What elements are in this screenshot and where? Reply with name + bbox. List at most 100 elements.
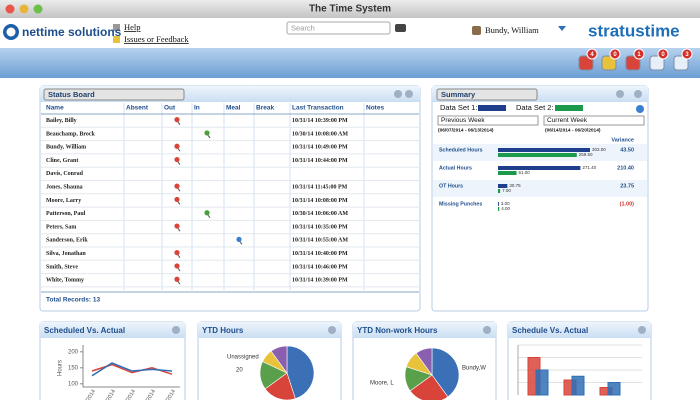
badge bbox=[609, 48, 621, 60]
total-records: Total Records: 13 bbox=[46, 297, 100, 304]
user-icon bbox=[472, 26, 481, 35]
binoculars-icon[interactable] bbox=[395, 24, 406, 32]
summary-row-bg bbox=[433, 180, 647, 197]
badge-count: 3 bbox=[685, 52, 689, 58]
period1-select[interactable] bbox=[437, 115, 539, 126]
summary-bar bbox=[498, 166, 581, 170]
data-set-2-swatch bbox=[555, 105, 583, 111]
employee-name: Beauchamp, Brock bbox=[46, 131, 96, 137]
widget-tool[interactable] bbox=[172, 326, 180, 334]
y-tick-label: 200 bbox=[68, 349, 79, 355]
pie-slice bbox=[270, 345, 288, 374]
employee-name: Jones, Shauna bbox=[46, 185, 83, 191]
logo-clock bbox=[6, 27, 16, 37]
widget-title: Schedule Vs. Actual bbox=[512, 326, 588, 335]
variance-header: Variance bbox=[611, 137, 634, 143]
pie-label: 20 bbox=[236, 368, 243, 374]
summary-bar-label: 7.00 bbox=[502, 188, 511, 193]
last-transaction: 10/31/14 10:55:00 AM bbox=[292, 238, 348, 244]
column-header: Break bbox=[256, 105, 274, 112]
column-header: Out bbox=[164, 105, 176, 112]
widget-tool[interactable] bbox=[483, 326, 491, 334]
summary-row-label: Scheduled Hours bbox=[439, 147, 483, 153]
column-header: Last Transaction bbox=[292, 105, 344, 112]
y-tick-label: 100 bbox=[68, 381, 79, 387]
minimize-button[interactable] bbox=[19, 4, 29, 14]
close-button[interactable] bbox=[5, 4, 15, 14]
search-box[interactable] bbox=[286, 21, 391, 35]
search-placeholder: Search bbox=[291, 23, 315, 32]
x-tick-label: 6/08/2014 bbox=[100, 389, 117, 400]
toolbar-icon[interactable] bbox=[578, 55, 594, 71]
status-pin bbox=[174, 156, 180, 163]
title-bar bbox=[0, 0, 700, 18]
zoom-button[interactable] bbox=[33, 4, 43, 14]
pie-slice bbox=[286, 345, 315, 400]
panel-tool[interactable] bbox=[405, 90, 413, 98]
x-tick-label: 6/15/2014 bbox=[120, 389, 137, 400]
globe-icon[interactable] bbox=[636, 105, 644, 113]
logo-text: nettime solutions bbox=[22, 25, 122, 39]
last-transaction: 10/31/14 10:44:00 PM bbox=[292, 158, 348, 164]
help-link[interactable]: Help bbox=[124, 22, 141, 32]
employee-name: Cline, Grant bbox=[46, 158, 78, 164]
widget-header bbox=[198, 322, 341, 338]
pie-slice bbox=[409, 374, 449, 400]
help-icon bbox=[113, 24, 120, 31]
data-set-2-label: Data Set 2: bbox=[516, 103, 554, 112]
toolbar-icon[interactable] bbox=[625, 55, 641, 71]
panel-tool[interactable] bbox=[616, 90, 624, 98]
status-pin bbox=[236, 236, 242, 242]
employee-name: Silva, Jonathan bbox=[46, 251, 86, 257]
summary-bar bbox=[498, 189, 501, 193]
summary-bar-label: 259.50 bbox=[579, 152, 593, 157]
toolbar-icon[interactable] bbox=[649, 55, 665, 71]
bar bbox=[571, 375, 585, 396]
summary-bar bbox=[498, 202, 499, 206]
column-header: Meal bbox=[226, 105, 241, 112]
summary-title: Summary bbox=[441, 90, 476, 99]
feedback-link[interactable]: Issues or Feedback bbox=[124, 34, 189, 44]
status-dropdown[interactable] bbox=[43, 88, 185, 101]
summary-row-label: Missing Punches bbox=[439, 201, 482, 207]
bar bbox=[535, 369, 549, 396]
toolbar-icon[interactable] bbox=[673, 55, 689, 71]
data-set-1-label: Data Set 1: bbox=[440, 103, 478, 112]
status-pin bbox=[174, 143, 180, 149]
y-tick-label: 150 bbox=[68, 365, 79, 371]
status-pin bbox=[174, 223, 180, 229]
employee-name: White, Tommy bbox=[46, 278, 84, 284]
user-name: Bundy, William bbox=[485, 25, 539, 35]
x-tick-label: 6/01/2014 bbox=[80, 389, 97, 400]
column-header: Absent bbox=[126, 105, 149, 112]
panel-tool[interactable] bbox=[634, 90, 642, 98]
pie-label: Unassigned bbox=[227, 355, 259, 361]
user-menu-arrow[interactable] bbox=[558, 26, 566, 31]
summary-bar-label: 303.00 bbox=[592, 147, 606, 152]
status-pin bbox=[204, 210, 210, 216]
employee-name: Moore, Larry bbox=[46, 198, 81, 204]
badge-count: 1 bbox=[637, 52, 641, 58]
summary-dropdown[interactable] bbox=[436, 88, 538, 101]
last-transaction: 10/31/14 10:39:00 PM bbox=[292, 278, 348, 284]
last-transaction: 10/30/14 10:08:00 AM bbox=[292, 131, 348, 137]
summary-bar-label: 271.40 bbox=[582, 165, 596, 170]
status-panel bbox=[39, 85, 421, 312]
summary-bar-label: 3.00 bbox=[501, 201, 510, 206]
widget-tool[interactable] bbox=[328, 326, 336, 334]
widget-tool[interactable] bbox=[638, 326, 646, 334]
summary-bar bbox=[498, 184, 508, 188]
summary-bar-label: 61.00 bbox=[519, 170, 531, 175]
x-tick-label: 6/22/2014 bbox=[140, 389, 157, 400]
toolbar-icon[interactable] bbox=[601, 55, 617, 71]
bar bbox=[607, 382, 621, 396]
summary-bar-label: 30.75 bbox=[509, 183, 521, 188]
panel-tool[interactable] bbox=[394, 90, 402, 98]
period2-select[interactable] bbox=[543, 115, 645, 126]
badge-count: 0 bbox=[613, 52, 617, 58]
badge bbox=[681, 48, 693, 60]
badge bbox=[633, 48, 645, 60]
last-transaction: 10/31/14 10:40:00 PM bbox=[292, 251, 348, 257]
summary-bar-label: 4.00 bbox=[501, 206, 510, 211]
employee-name: Davis, Conrad bbox=[46, 171, 84, 177]
